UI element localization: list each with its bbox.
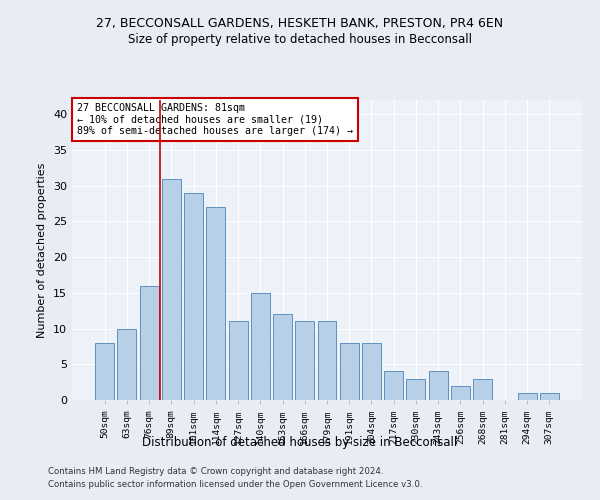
Text: 27, BECCONSALL GARDENS, HESKETH BANK, PRESTON, PR4 6EN: 27, BECCONSALL GARDENS, HESKETH BANK, PR…: [97, 18, 503, 30]
Bar: [473, 378, 492, 400]
Text: Size of property relative to detached houses in Becconsall: Size of property relative to detached ho…: [128, 32, 472, 46]
Bar: [295, 322, 314, 400]
Bar: [518, 393, 536, 400]
Bar: [451, 386, 470, 400]
Bar: [162, 178, 181, 400]
Bar: [273, 314, 292, 400]
Bar: [384, 372, 403, 400]
Bar: [118, 328, 136, 400]
Bar: [206, 207, 225, 400]
Y-axis label: Number of detached properties: Number of detached properties: [37, 162, 47, 338]
Bar: [362, 343, 381, 400]
Bar: [340, 343, 359, 400]
Text: Contains HM Land Registry data © Crown copyright and database right 2024.: Contains HM Land Registry data © Crown c…: [48, 467, 383, 476]
Bar: [95, 343, 114, 400]
Text: Distribution of detached houses by size in Becconsall: Distribution of detached houses by size …: [142, 436, 458, 449]
Bar: [429, 372, 448, 400]
Bar: [140, 286, 158, 400]
Text: 27 BECCONSALL GARDENS: 81sqm
← 10% of detached houses are smaller (19)
89% of se: 27 BECCONSALL GARDENS: 81sqm ← 10% of de…: [77, 103, 353, 136]
Bar: [251, 293, 270, 400]
Bar: [317, 322, 337, 400]
Bar: [406, 378, 425, 400]
Bar: [184, 193, 203, 400]
Text: Contains public sector information licensed under the Open Government Licence v3: Contains public sector information licen…: [48, 480, 422, 489]
Bar: [540, 393, 559, 400]
Bar: [229, 322, 248, 400]
